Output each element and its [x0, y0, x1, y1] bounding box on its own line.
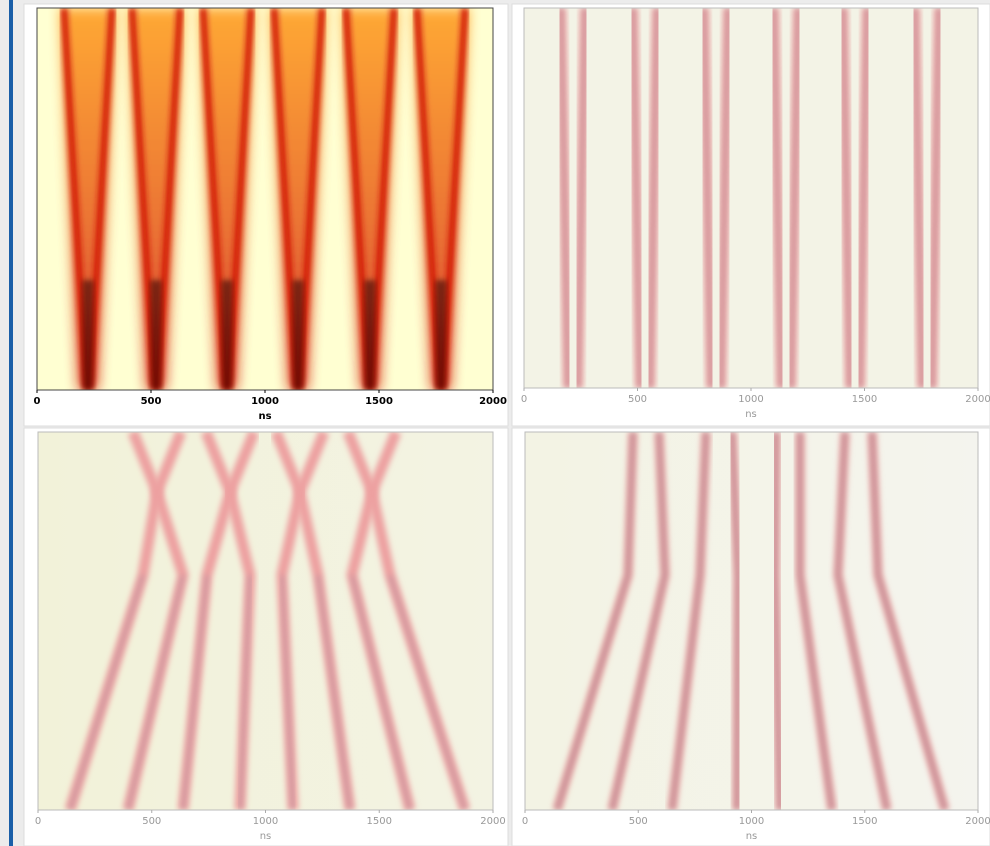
x-tick-label: 2000: [480, 816, 505, 827]
x-tick-label: 0: [35, 816, 41, 827]
wedge: [199, 8, 255, 390]
trace-core: [836, 432, 889, 810]
wedge: [270, 8, 326, 390]
core: [150, 280, 162, 390]
trace-core: [670, 432, 708, 810]
trace: [413, 8, 443, 390]
x-tick-label: 1500: [852, 394, 877, 405]
x-tick-label: 500: [142, 816, 161, 827]
core: [82, 280, 94, 390]
trace-core: [870, 432, 947, 810]
trace-core: [841, 8, 852, 388]
trace-core: [350, 574, 412, 810]
x-tick-label: 2000: [965, 816, 990, 827]
trace-core: [702, 8, 713, 388]
trace: [296, 8, 326, 390]
trace-core: [576, 8, 587, 388]
trace: [270, 8, 300, 390]
x-tick-label: 1500: [852, 816, 877, 827]
trace: [86, 8, 116, 390]
trace-core: [730, 432, 740, 810]
trace: [60, 8, 90, 390]
trace-core: [913, 8, 924, 388]
trace-core: [181, 574, 209, 810]
core: [221, 280, 233, 390]
x-tick-label: 500: [629, 816, 648, 827]
wedge: [60, 8, 116, 390]
x-tick-label: 1000: [739, 816, 764, 827]
side-bar: [9, 0, 13, 846]
x-tick-label: 500: [628, 394, 647, 405]
trace-core: [126, 574, 185, 810]
trace-core: [648, 8, 659, 388]
trace-core: [238, 574, 252, 810]
core: [435, 280, 447, 390]
wedge: [342, 8, 398, 390]
trace-core: [555, 432, 635, 810]
trace: [154, 8, 184, 390]
trace-core: [559, 8, 570, 388]
trace-core: [280, 574, 295, 810]
wedge: [413, 8, 469, 390]
x-tick-label: 1000: [253, 816, 278, 827]
trace: [128, 8, 158, 390]
trace-core: [68, 574, 145, 810]
x-axis-label: ns: [258, 411, 271, 422]
trace-core: [930, 8, 941, 388]
trace-core: [858, 8, 869, 388]
x-tick-label: 2000: [479, 396, 507, 407]
wedge: [128, 8, 184, 390]
x-axis-label: ns: [260, 831, 272, 842]
x-axis-label: ns: [746, 831, 758, 842]
trace-core: [316, 574, 352, 810]
core: [292, 280, 304, 390]
x-tick-label: 0: [521, 394, 527, 405]
trace-core: [631, 8, 642, 388]
x-axis-label: ns: [745, 409, 757, 420]
trace-core: [772, 8, 783, 388]
trace-core: [719, 8, 730, 388]
x-tick-label: 1500: [365, 396, 393, 407]
trace-core: [388, 574, 467, 810]
trace: [439, 8, 469, 390]
x-tick-label: 2000: [965, 394, 990, 405]
x-tick-label: 1000: [738, 394, 763, 405]
x-tick-label: 0: [34, 396, 41, 407]
trace: [368, 8, 398, 390]
trace-core: [773, 432, 782, 810]
trace-core: [798, 432, 834, 810]
trace: [342, 8, 372, 390]
trace-core: [610, 432, 667, 810]
x-tick-label: 1500: [367, 816, 392, 827]
x-tick-label: 500: [141, 396, 162, 407]
core: [364, 280, 376, 390]
trace-core: [789, 8, 800, 388]
x-tick-label: 0: [522, 816, 528, 827]
trace: [225, 8, 255, 390]
trace: [199, 8, 229, 390]
x-tick-label: 1000: [251, 396, 279, 407]
